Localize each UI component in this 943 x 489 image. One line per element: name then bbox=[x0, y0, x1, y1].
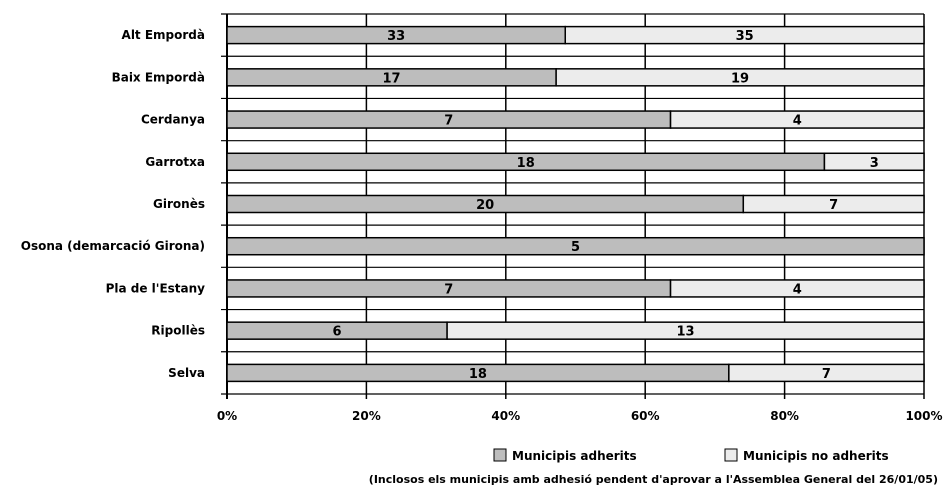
category-label: Ripollès bbox=[151, 324, 205, 338]
category-label: Alt Empordà bbox=[122, 28, 205, 42]
bars: 33 35 17 19 7 4 18 3 20 7 5 7 4 6 13 18 7 bbox=[226, 25, 925, 383]
data-label: 4 bbox=[793, 282, 802, 297]
x-tick-label: 100% bbox=[905, 409, 942, 423]
bar-segment-no-adherits bbox=[669, 110, 925, 129]
bar-segment-no-adherits bbox=[728, 363, 925, 383]
category-label: Osona (demarcació Girona) bbox=[21, 239, 205, 253]
data-label: 5 bbox=[571, 240, 580, 255]
x-tick-label: 20% bbox=[352, 409, 381, 423]
x-tick-label: 80% bbox=[770, 409, 799, 423]
bar-segment-adherits bbox=[226, 236, 925, 256]
x-tick-label: 60% bbox=[631, 409, 660, 423]
bar-segment-no-adherits bbox=[823, 152, 925, 172]
data-label: 3 bbox=[870, 156, 879, 171]
x-tick-label: 0% bbox=[217, 409, 237, 423]
category-label: Garrotxa bbox=[145, 155, 205, 169]
bar-segment-no-adherits bbox=[555, 68, 925, 87]
data-label: 17 bbox=[383, 71, 401, 86]
data-label: 18 bbox=[469, 367, 487, 382]
category-label: Selva bbox=[168, 366, 205, 380]
category-label: Pla de l'Estany bbox=[106, 281, 206, 295]
bar-segment-no-adherits bbox=[564, 25, 925, 45]
data-label: 20 bbox=[476, 198, 494, 213]
data-label: 7 bbox=[822, 367, 831, 382]
chart-note: (Inclosos els municipis amb adhesió pend… bbox=[369, 473, 938, 486]
bar-segment-no-adherits bbox=[669, 279, 925, 298]
x-tick-labels: 0% 20% 40% 60% 80% 100% bbox=[217, 409, 943, 423]
data-label: 7 bbox=[444, 114, 453, 129]
x-tick-label: 40% bbox=[491, 409, 520, 423]
bar-segment-no-adherits bbox=[446, 321, 925, 340]
legend-label-no-adherits: Municipis no adherits bbox=[743, 449, 889, 463]
category-label: Cerdanya bbox=[141, 113, 205, 127]
legend: Municipis adherits Municipis no adherits bbox=[493, 448, 889, 463]
data-label: 18 bbox=[517, 156, 535, 171]
category-label: Baix Empordà bbox=[112, 70, 205, 84]
data-label: 4 bbox=[793, 114, 802, 129]
category-label: Gironès bbox=[153, 197, 205, 211]
legend-swatch-adherits bbox=[493, 448, 507, 462]
data-label: 6 bbox=[333, 325, 342, 340]
legend-swatch-no-adherits bbox=[724, 448, 738, 462]
data-label: 35 bbox=[736, 29, 754, 44]
bar-segment-no-adherits bbox=[742, 194, 925, 214]
data-label: 7 bbox=[444, 282, 453, 297]
legend-label-adherits: Municipis adherits bbox=[512, 449, 637, 463]
data-label: 7 bbox=[829, 198, 838, 213]
data-label: 33 bbox=[387, 29, 405, 44]
data-label: 19 bbox=[731, 71, 749, 86]
data-label: 13 bbox=[677, 325, 695, 340]
category-labels: Alt Empordà Baix Empordà Cerdanya Garrotxa G… bbox=[21, 28, 205, 380]
